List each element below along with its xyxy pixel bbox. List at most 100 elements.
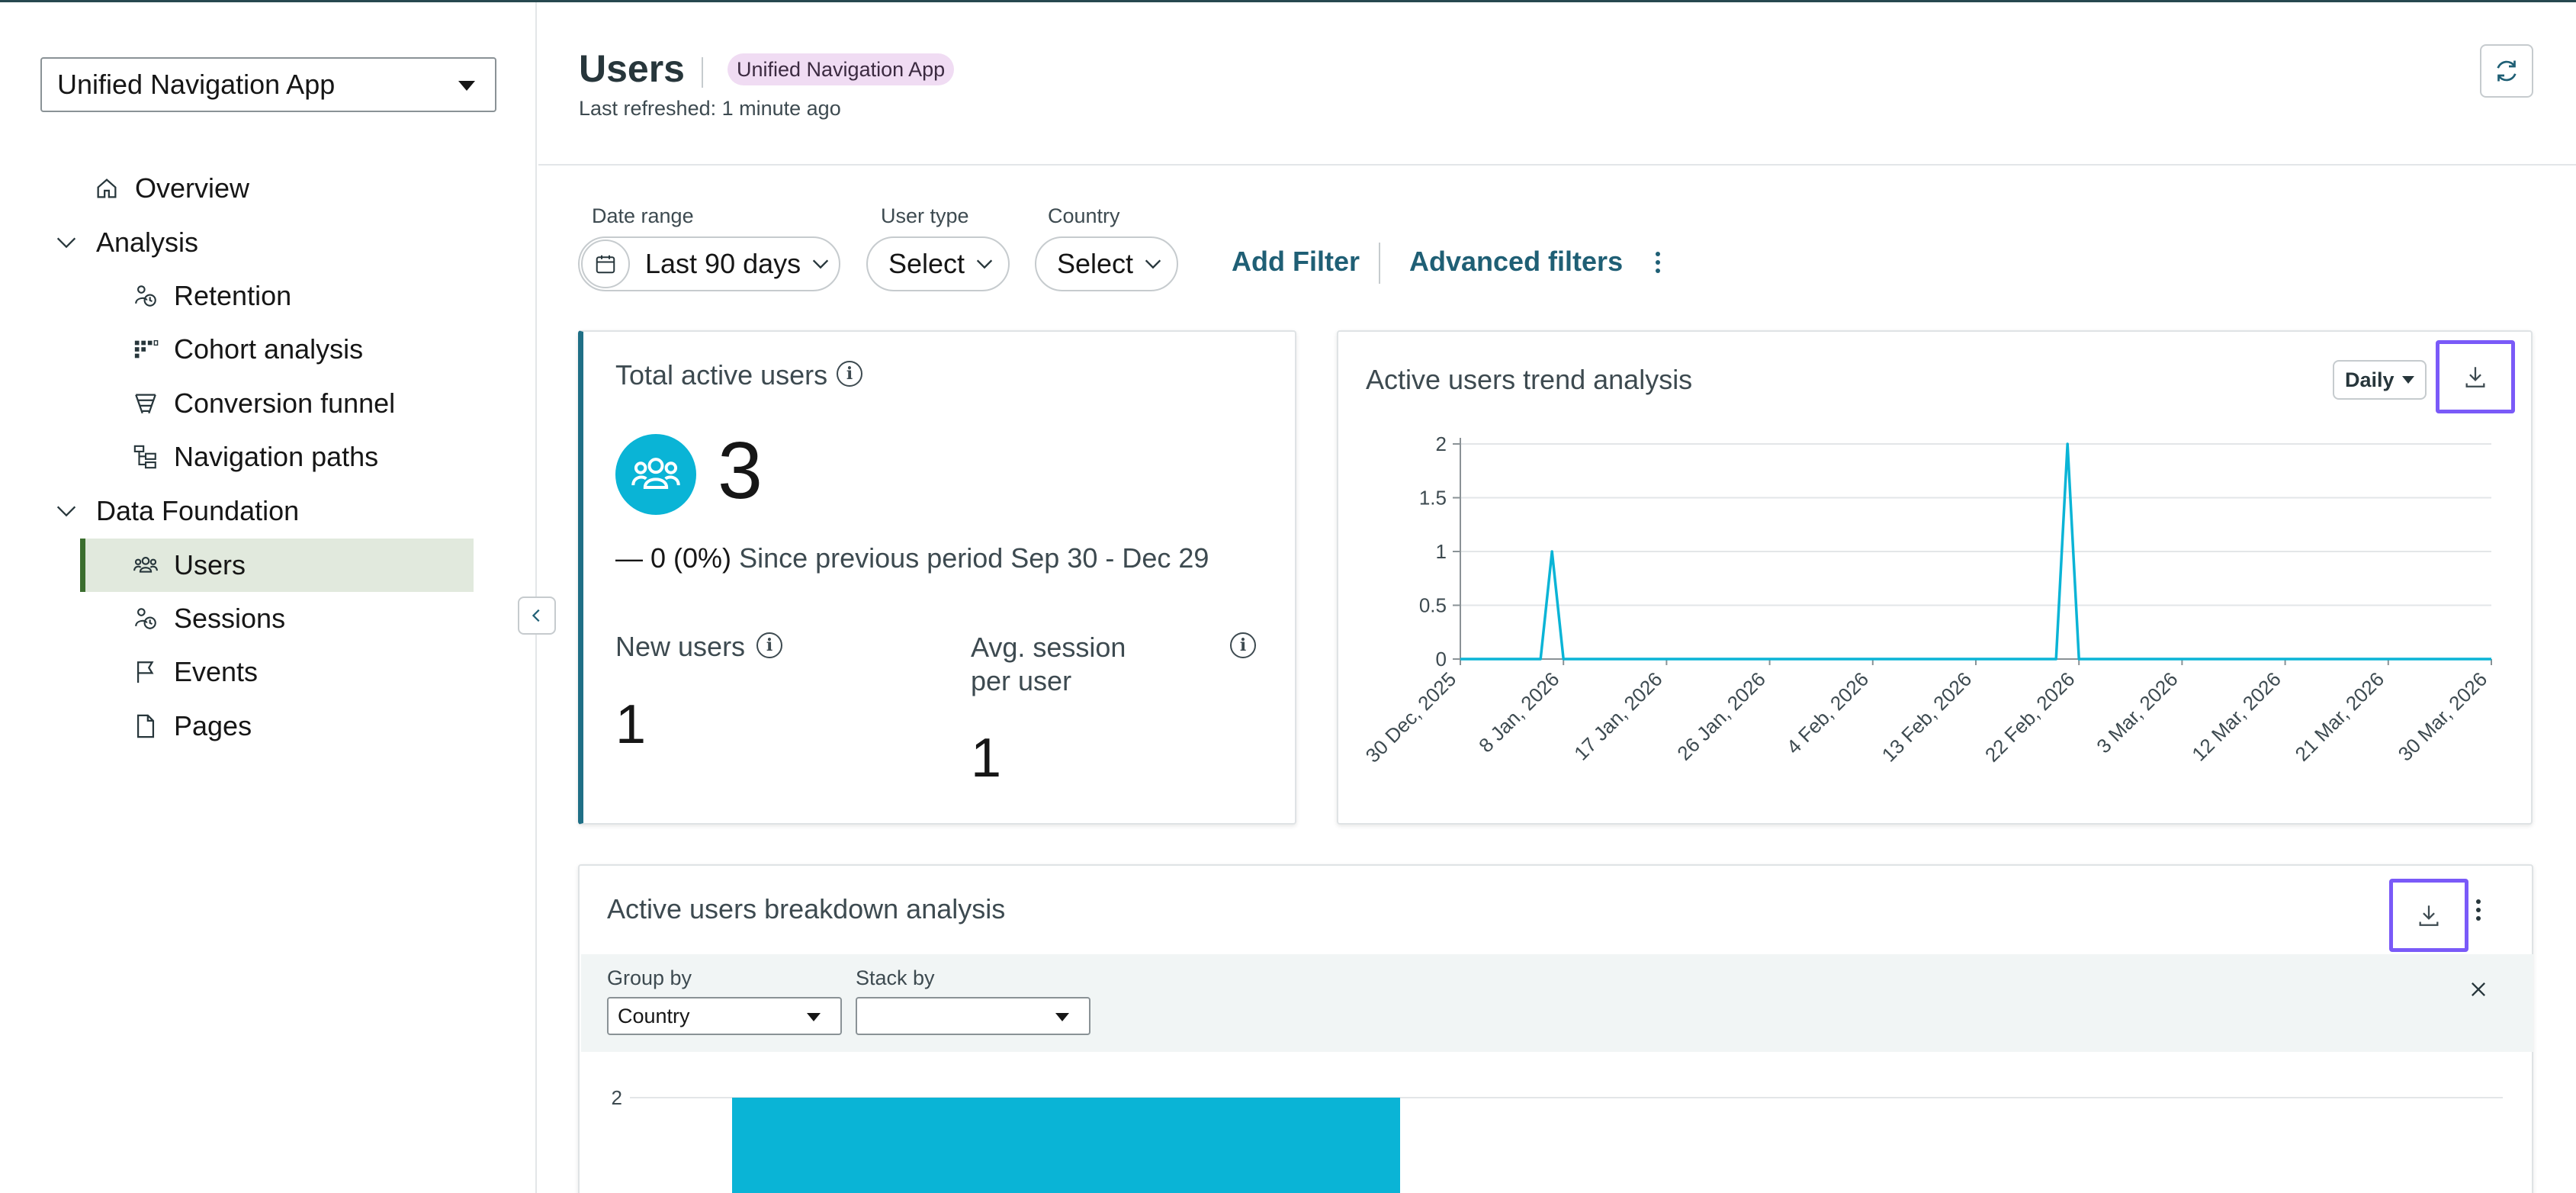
page-document-icon <box>133 713 159 739</box>
sidebar-item-label: Pages <box>174 710 252 741</box>
total-active-users-card: Total active users i 3 — 0 (0%) Since pr… <box>578 330 1296 825</box>
info-icon[interactable]: i <box>837 361 862 387</box>
y-tick-label: 1.5 <box>1419 487 1447 510</box>
sidebar-item-label: Cohort analysis <box>174 333 364 365</box>
sidebar: Unified Navigation App <box>0 2 537 1193</box>
info-icon[interactable]: i <box>756 632 782 658</box>
refresh-icon <box>2497 60 2517 82</box>
y-tick-label: 2 <box>1436 433 1447 455</box>
sidebar-item-retention[interactable]: Retention <box>133 269 291 323</box>
user-type-label: User type <box>881 204 969 227</box>
caret-down-icon <box>1055 1013 1069 1021</box>
breakdown-bar <box>732 1098 1400 1193</box>
advanced-filters-button[interactable]: Advanced filters <box>1409 246 1624 277</box>
sidebar-item-label: Users <box>174 549 246 580</box>
x-tick-label: 17 Jan, 2026 <box>1569 667 1667 765</box>
sidebar-item-conversion-funnel[interactable]: Conversion funnel <box>133 377 395 430</box>
sidebar-item-overview[interactable]: Overview <box>94 162 249 215</box>
new-users-label: New users <box>615 631 746 662</box>
sidebar-group-label: Analysis <box>96 227 199 258</box>
sidebar-item-pages[interactable]: Pages <box>133 699 252 753</box>
x-tick-label: 8 Jan, 2026 <box>1474 667 1563 757</box>
x-tick-label: 30 Dec, 2025 <box>1361 667 1461 767</box>
granularity-dropdown[interactable]: Daily <box>2333 360 2427 400</box>
sidebar-item-label: Overview <box>135 172 250 204</box>
y-tick-label: 2 <box>612 1086 622 1109</box>
session-clock-icon <box>133 606 159 632</box>
chevron-down-icon <box>812 259 829 269</box>
country-dropdown[interactable]: Select <box>1035 236 1178 291</box>
page-title: Users <box>579 47 685 90</box>
caret-down-icon <box>807 1013 821 1021</box>
country-label: Country <box>1048 204 1120 227</box>
users-group-icon <box>133 552 159 578</box>
chevron-down-icon <box>976 259 993 269</box>
x-tick-label: 26 Jan, 2026 <box>1672 667 1770 765</box>
tree-paths-icon <box>133 444 159 470</box>
flag-icon <box>133 659 159 685</box>
group-by-label: Group by <box>607 966 692 989</box>
page-header: Users Unified Navigation App Last refres… <box>538 2 2576 166</box>
avg-session-label: Avg. session per user <box>971 632 1126 696</box>
sidebar-item-sessions[interactable]: Sessions <box>133 592 285 645</box>
more-options-icon[interactable] <box>2471 899 2486 921</box>
close-icon[interactable] <box>2468 979 2489 1000</box>
x-tick-label: 3 Mar, 2026 <box>2092 667 2182 757</box>
stack-by-dropdown[interactable] <box>856 997 1090 1035</box>
sidebar-item-label: Conversion funnel <box>174 387 396 419</box>
delta-text: Since previous period Sep 30 - Dec 29 <box>739 542 1209 574</box>
granularity-value: Daily <box>2345 368 2395 391</box>
sidebar-group-label: Data Foundation <box>96 495 300 526</box>
last-refreshed-text: Last refreshed: 1 minute ago <box>579 97 841 120</box>
x-tick-label: 30 Mar, 2026 <box>2394 667 2492 766</box>
download-breakdown-button[interactable] <box>2389 879 2468 952</box>
sidebar-group-data-foundation[interactable]: Data Foundation <box>53 484 299 538</box>
sidebar-item-navigation-paths[interactable]: Navigation paths <box>133 430 378 484</box>
user-type-value: Select <box>888 248 965 279</box>
breakdown-bar-chart: 2 <box>612 1086 2503 1193</box>
chevron-down-icon <box>56 506 76 517</box>
delta-value: — 0 (0%) <box>615 542 732 574</box>
add-filter-button[interactable]: Add Filter <box>1232 246 1360 277</box>
breakdown-controls-bar: Group by Country Stack by <box>581 954 2533 1052</box>
info-icon[interactable]: i <box>1230 632 1256 658</box>
home-icon <box>94 175 120 201</box>
avg-session-value: 1 <box>971 728 1002 789</box>
download-trend-button[interactable] <box>2436 340 2515 413</box>
collapse-sidebar-button[interactable] <box>518 596 556 635</box>
new-users-value: 1 <box>615 694 647 755</box>
more-options-icon[interactable] <box>1650 252 1665 273</box>
x-tick-label: 13 Feb, 2026 <box>1877 667 1977 767</box>
chevron-down-icon <box>56 237 76 249</box>
sidebar-active-highlight <box>80 539 474 592</box>
refresh-button[interactable] <box>2480 44 2533 98</box>
users-group-icon <box>615 434 696 515</box>
active-users-breakdown-card: Active users breakdown analysis Group by… <box>578 864 2533 1193</box>
period-delta: — 0 (0%) Since previous period Sep 30 - … <box>615 542 1209 574</box>
x-tick-label: 4 Feb, 2026 <box>1782 667 1873 758</box>
download-icon <box>2465 367 2485 387</box>
trend-line-chart: 0 0.5 1 1.5 2 30 Dec, 2025 8 Jan, 2026 17 Jan, … <box>1361 433 2492 767</box>
title-divider <box>702 57 703 88</box>
card-title: Total active users <box>615 359 828 391</box>
group-by-dropdown[interactable]: Country <box>607 997 842 1035</box>
total-active-users-value: 3 <box>718 426 763 516</box>
x-tick-label: 12 Mar, 2026 <box>2187 667 2285 766</box>
sidebar-group-analysis[interactable]: Analysis <box>53 216 198 269</box>
card-title: Active users trend analysis <box>1366 364 1693 395</box>
calendar-icon <box>581 240 630 288</box>
sidebar-item-label: Retention <box>174 280 292 311</box>
country-value: Select <box>1057 248 1134 279</box>
user-type-dropdown[interactable]: Select <box>866 236 1010 291</box>
x-tick-label: 21 Mar, 2026 <box>2291 667 2389 766</box>
date-range-dropdown[interactable]: Last 90 days <box>578 236 840 291</box>
active-users-trend-card: Active users trend analysis Daily 0 0.5 1 1… <box>1337 330 2533 825</box>
y-tick-label: 0.5 <box>1419 594 1447 617</box>
x-tick-label: 22 Feb, 2026 <box>1980 667 2080 767</box>
sidebar-item-cohort-analysis[interactable]: Cohort analysis <box>133 323 363 376</box>
sidebar-item-events[interactable]: Events <box>133 645 258 699</box>
caret-down-icon <box>458 81 475 91</box>
download-icon <box>2419 905 2439 926</box>
sidebar-item-users[interactable]: Users <box>133 539 246 592</box>
app-selector-dropdown[interactable]: Unified Navigation App <box>40 57 496 112</box>
